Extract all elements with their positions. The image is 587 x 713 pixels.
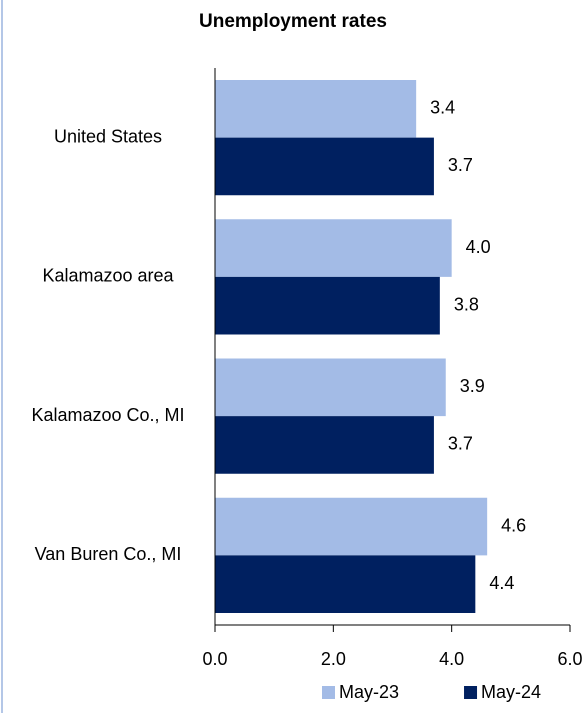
- category-label: Van Buren Co., MI: [35, 544, 182, 564]
- x-tick-label: 0.0: [202, 649, 227, 669]
- value-label: 3.7: [448, 155, 473, 175]
- x-tick-label: 4.0: [439, 649, 464, 669]
- category-label: United States: [54, 126, 162, 146]
- category-label: Kalamazoo Co., MI: [31, 405, 184, 425]
- legend-swatch: [464, 686, 478, 699]
- bar: [215, 416, 434, 474]
- bar: [215, 80, 417, 138]
- bar: [215, 358, 446, 417]
- value-label: 3.9: [460, 376, 485, 396]
- value-label: 4.4: [489, 573, 514, 593]
- value-label: 3.8: [454, 294, 479, 314]
- chart-title: Unemployment rates: [199, 11, 387, 32]
- x-tick-label: 6.0: [557, 649, 582, 669]
- x-tick-label: 2.0: [321, 649, 346, 669]
- value-label: 4.6: [501, 515, 526, 535]
- bar: [215, 555, 476, 613]
- bar: [215, 137, 434, 196]
- value-label: 3.7: [448, 434, 473, 454]
- bar: [215, 497, 488, 556]
- legend-label: May-23: [339, 682, 399, 702]
- legend-swatch: [322, 686, 335, 699]
- value-label: 3.4: [430, 98, 455, 118]
- category-label: Kalamazoo area: [42, 266, 174, 286]
- legend-label: May-24: [481, 682, 541, 702]
- value-label: 4.0: [466, 237, 491, 257]
- bar: [215, 276, 440, 335]
- bar: [215, 219, 452, 277]
